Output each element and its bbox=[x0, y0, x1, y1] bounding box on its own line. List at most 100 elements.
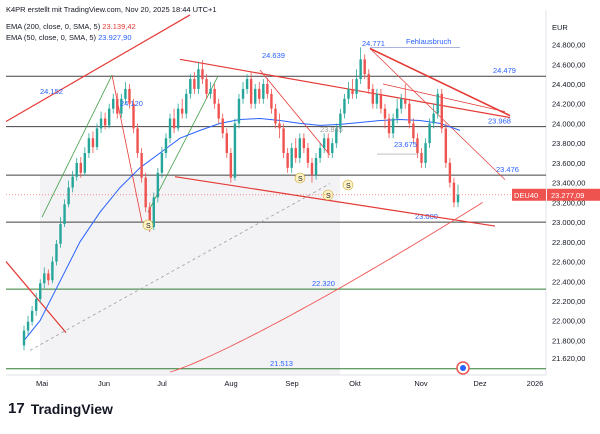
swing-low-marker bbox=[342, 179, 354, 191]
candle-body bbox=[282, 128, 285, 154]
candle-body bbox=[440, 93, 443, 129]
symbol-tag-label: DEU40 bbox=[514, 191, 538, 200]
candle-body bbox=[383, 108, 387, 119]
candle-body bbox=[79, 162, 82, 173]
y-tick-label: 22.200,00 bbox=[552, 297, 585, 306]
candle-body bbox=[310, 162, 314, 175]
x-tick-label: Dez bbox=[473, 379, 487, 388]
candle-body bbox=[404, 98, 407, 104]
candle-body bbox=[87, 138, 91, 154]
y-tick-label: 24.800,00 bbox=[552, 41, 585, 50]
trendline bbox=[382, 83, 506, 112]
candle-body bbox=[47, 273, 50, 281]
annotation-label: 24.639 bbox=[262, 51, 285, 60]
annotation-label: 24.120 bbox=[120, 99, 143, 108]
level-label: 24.479 bbox=[493, 66, 516, 75]
candle-body bbox=[428, 123, 431, 144]
candle-body bbox=[327, 138, 330, 154]
candle-body bbox=[322, 138, 326, 149]
candle-body bbox=[424, 143, 427, 163]
candle-body bbox=[290, 148, 293, 168]
tradingview-logo[interactable]: 17 TradingView bbox=[8, 400, 113, 417]
candle-body bbox=[67, 187, 70, 205]
candle-body bbox=[193, 79, 196, 89]
candle-body bbox=[266, 83, 269, 94]
trendline bbox=[259, 69, 331, 156]
annotation-label: 24.152 bbox=[40, 87, 63, 96]
level-label: 23.000 bbox=[415, 212, 438, 221]
last-price-tag bbox=[547, 188, 600, 201]
currency-label: EUR bbox=[552, 23, 568, 32]
candle-body bbox=[213, 88, 216, 104]
candle-body bbox=[172, 118, 176, 129]
candle-body bbox=[99, 118, 103, 129]
candle-body bbox=[140, 153, 143, 178]
y-tick-label: 21.800,00 bbox=[552, 336, 585, 345]
x-tick-label: Jun bbox=[98, 379, 110, 388]
ema50-legend[interactable]: EMA (50, close, 0, SMA, 5) 23.927,90 bbox=[6, 33, 132, 42]
x-tick-label: 2026 bbox=[527, 379, 544, 388]
candle-body bbox=[400, 98, 403, 109]
candle-body bbox=[59, 224, 62, 244]
swing-low-label: S bbox=[146, 223, 151, 230]
candle-body bbox=[144, 177, 147, 208]
candle-body bbox=[136, 128, 139, 154]
candle-body bbox=[30, 310, 34, 322]
candle-body bbox=[168, 118, 172, 139]
candle-body bbox=[444, 128, 448, 163]
y-tick-label: 22.400,00 bbox=[552, 277, 585, 286]
y-tick-label: 24.200,00 bbox=[552, 100, 585, 109]
candle-body bbox=[34, 299, 38, 311]
candle-body bbox=[43, 273, 46, 284]
candle-body bbox=[420, 153, 423, 163]
candle-body bbox=[375, 93, 379, 104]
x-tick-label: Okt bbox=[349, 379, 362, 388]
candle-body bbox=[249, 79, 253, 104]
candle-body bbox=[71, 176, 74, 188]
candle-body bbox=[124, 88, 127, 99]
trendline bbox=[179, 58, 511, 119]
candle-body bbox=[95, 128, 99, 148]
candle-body bbox=[116, 98, 119, 114]
y-tick-label: 23.200,00 bbox=[552, 198, 585, 207]
candle-body bbox=[156, 172, 160, 198]
candle-body bbox=[452, 182, 456, 203]
annotation-label: Fehlausbruch bbox=[406, 37, 451, 46]
candle-body bbox=[148, 207, 151, 228]
candle-body bbox=[286, 153, 289, 168]
candle-body bbox=[448, 162, 452, 183]
candle-body bbox=[233, 123, 237, 178]
candle-body bbox=[63, 204, 66, 225]
candle-body bbox=[302, 138, 306, 149]
candle-body bbox=[379, 93, 383, 109]
candle-body bbox=[164, 138, 168, 154]
y-tick-label: 24.000,00 bbox=[552, 119, 585, 128]
shaded-range-area bbox=[40, 175, 340, 375]
ema200-legend[interactable]: EMA (200, close, 0, SMA, 5) 23.139,42 bbox=[6, 22, 136, 31]
trendline bbox=[41, 74, 113, 218]
candle-body bbox=[201, 69, 204, 80]
candle-body bbox=[318, 148, 322, 158]
candle-body bbox=[314, 157, 318, 175]
candle-body bbox=[237, 98, 241, 124]
candle-body bbox=[132, 103, 135, 129]
candle-body bbox=[367, 74, 370, 89]
x-tick-label: Jul bbox=[157, 379, 167, 388]
symbol-tag bbox=[512, 188, 546, 201]
candle-body bbox=[432, 113, 435, 124]
candle-body bbox=[120, 98, 123, 114]
candle-body bbox=[51, 261, 54, 281]
annotation-label: 23.845 bbox=[320, 125, 343, 134]
candle-body bbox=[408, 103, 411, 124]
candle-body bbox=[294, 148, 297, 158]
ema200-line bbox=[169, 202, 483, 373]
ema50-label: EMA (50, close, 0, SMA, 5) bbox=[6, 33, 97, 42]
y-tick-label: 23.000,00 bbox=[552, 218, 585, 227]
candle-body bbox=[343, 98, 346, 114]
candle-body bbox=[209, 88, 212, 94]
candle-body bbox=[416, 138, 419, 154]
candle-body bbox=[185, 93, 188, 114]
candle-body bbox=[112, 98, 115, 109]
candle-body bbox=[205, 79, 208, 94]
candle-body bbox=[351, 88, 354, 94]
